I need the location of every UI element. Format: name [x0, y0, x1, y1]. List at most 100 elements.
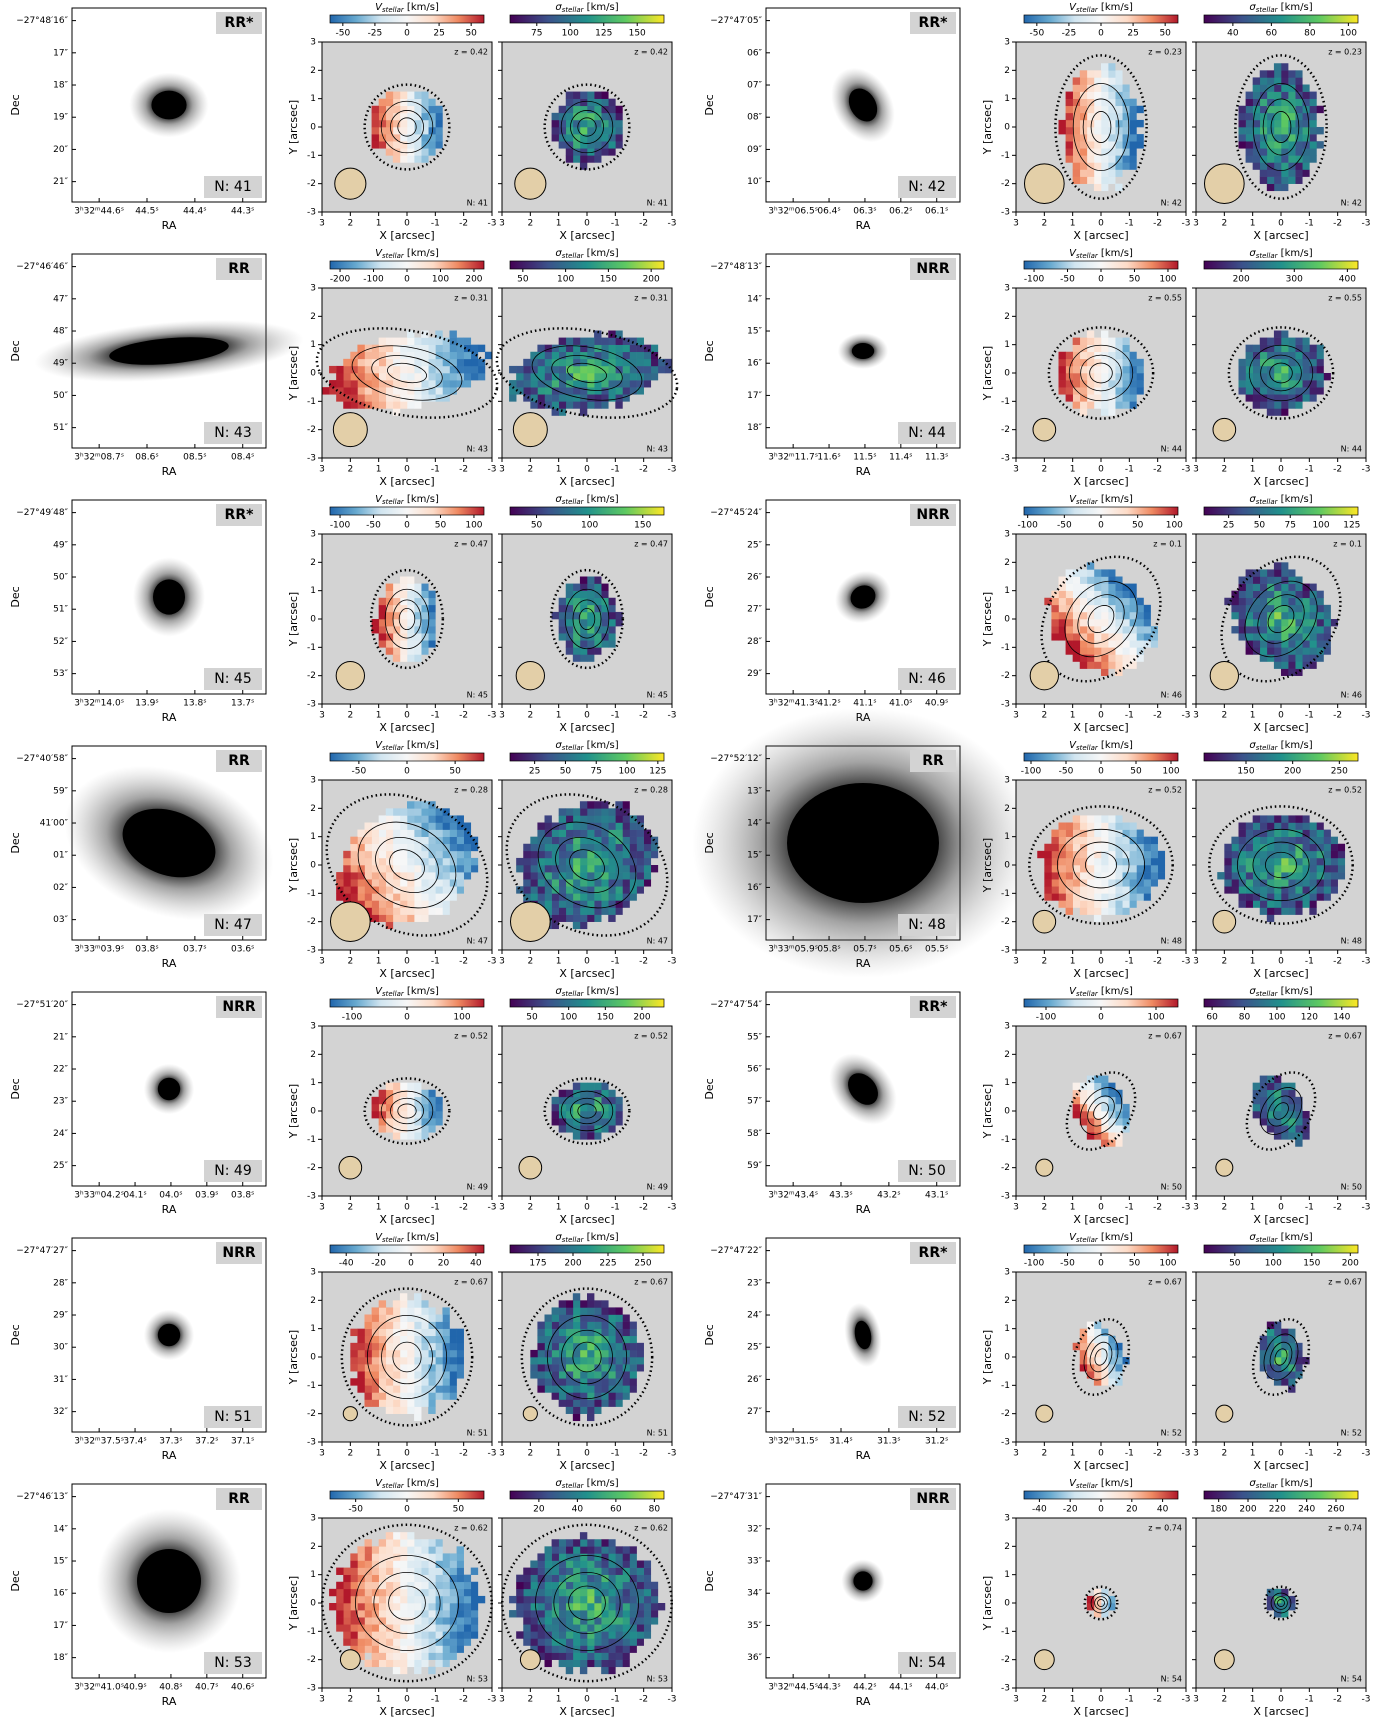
- map-pixel: [1281, 1125, 1289, 1133]
- map-pixel: [392, 647, 401, 655]
- map-pixel: [421, 1357, 429, 1365]
- map-pixel: [442, 1357, 450, 1365]
- map-pixel: [378, 105, 387, 114]
- map-pixel: [371, 1335, 379, 1344]
- map-pixel: [1316, 351, 1324, 360]
- map-pixel: [378, 127, 387, 135]
- aperture-ellipse: [315, 327, 499, 419]
- map-pixel: [421, 351, 429, 360]
- map-pixel: [537, 829, 545, 837]
- flux-contour: [380, 1090, 434, 1132]
- map-pixel: [1295, 1096, 1303, 1105]
- dec-tick-label: 49″: [53, 540, 68, 550]
- map-pixel: [456, 1546, 464, 1554]
- map-pixel: [601, 872, 609, 880]
- map-pixel: [594, 836, 602, 845]
- ra-tick-label: 08.5ˢ: [183, 453, 206, 463]
- map-pixel: [1316, 380, 1324, 388]
- x-tick-label: 0: [404, 465, 410, 475]
- map-pixel: [601, 380, 609, 388]
- x-tick-label: -1: [1305, 219, 1314, 229]
- map-pixel: [378, 394, 387, 402]
- map-pixel: [572, 1349, 581, 1358]
- map-pixel: [1302, 119, 1310, 128]
- map-pixel: [579, 914, 588, 922]
- map-pixel: [1252, 590, 1261, 599]
- map-pixel: [579, 401, 588, 409]
- map-pixel: [470, 857, 479, 866]
- map-pixel: [399, 387, 408, 395]
- psf-beam: [342, 1406, 358, 1422]
- ra-axis-label: RA: [856, 1203, 871, 1216]
- map-pixel: [572, 886, 581, 894]
- map-pixel: [350, 850, 358, 859]
- map-pixel: [601, 590, 609, 599]
- map-pixel: [435, 886, 443, 894]
- x-tick-label: 3: [1013, 1449, 1019, 1459]
- map-pixel: [572, 597, 581, 606]
- map-pixel: [558, 865, 567, 873]
- map-pixel: [1266, 654, 1275, 662]
- flux-contour: [578, 607, 596, 631]
- map-pixel: [414, 1089, 422, 1098]
- map-pixel: [579, 1096, 588, 1105]
- map-pixel: [1288, 358, 1296, 367]
- map-pixel: [565, 619, 574, 627]
- map-pixel: [428, 1328, 436, 1337]
- x-tick-label: -3: [1182, 219, 1191, 229]
- map-pixel: [1122, 365, 1130, 374]
- map-pixel: [587, 1406, 595, 1414]
- map-pixel: [1058, 626, 1066, 634]
- map-pixel: [385, 1089, 394, 1098]
- map-pixel: [1051, 893, 1059, 901]
- map-pixel: [1086, 893, 1095, 901]
- map-pixel: [435, 387, 443, 395]
- map-pixel: [1136, 134, 1144, 142]
- z-label: z = 0.55: [1328, 294, 1362, 303]
- x-tick-label: -3: [1182, 1449, 1191, 1459]
- map-pixel: [544, 373, 552, 381]
- map-pixel: [378, 365, 387, 374]
- map-pixel: [544, 1385, 552, 1393]
- map-pixel: [601, 1328, 609, 1337]
- map-pixel: [615, 611, 623, 620]
- map-pixel: [1115, 91, 1123, 99]
- map-pixel: [1273, 562, 1282, 570]
- flux-contour: [1248, 344, 1314, 402]
- map-pixel: [551, 1349, 559, 1358]
- map-pixel: [530, 1357, 538, 1365]
- map-pixel: [537, 1371, 545, 1379]
- map-pixel: [428, 829, 436, 837]
- map-pixel: [1115, 1378, 1123, 1386]
- map-pixel: [594, 112, 602, 121]
- n-badge: [898, 1406, 956, 1428]
- dec-tick-label: 51″: [53, 423, 68, 433]
- map-pixel: [329, 365, 337, 374]
- map-pixel: [1259, 70, 1268, 78]
- map-pixel: [572, 822, 581, 830]
- class-badge: [910, 258, 956, 280]
- flux-contour: [387, 362, 427, 384]
- y-tick-label: 2: [1004, 1050, 1010, 1060]
- x-tick-label: 1: [1070, 957, 1076, 967]
- map-pixel: [622, 358, 630, 367]
- map-pixel: [385, 1125, 394, 1133]
- x-tick-label: 3: [499, 1449, 505, 1459]
- map-pixel: [1101, 1364, 1109, 1372]
- map-n-label: N: 43: [467, 445, 488, 454]
- aperture-ellipse: [1054, 54, 1148, 200]
- dec-axis-label: Dec: [9, 586, 22, 607]
- map-pixel: [544, 850, 552, 859]
- map-pixel: [428, 633, 436, 641]
- map-pixel: [558, 337, 567, 345]
- map-pixel: [615, 394, 623, 402]
- map-pixel: [1273, 1328, 1282, 1337]
- map-pixel: [615, 801, 623, 809]
- map-pixel: [385, 1307, 394, 1315]
- map-pixel: [1302, 394, 1310, 402]
- map-pixel: [421, 1342, 429, 1351]
- map-pixel: [470, 865, 479, 873]
- map-pixel: [392, 119, 401, 128]
- map-pixel: [1245, 91, 1253, 99]
- flux-contour: [389, 849, 425, 881]
